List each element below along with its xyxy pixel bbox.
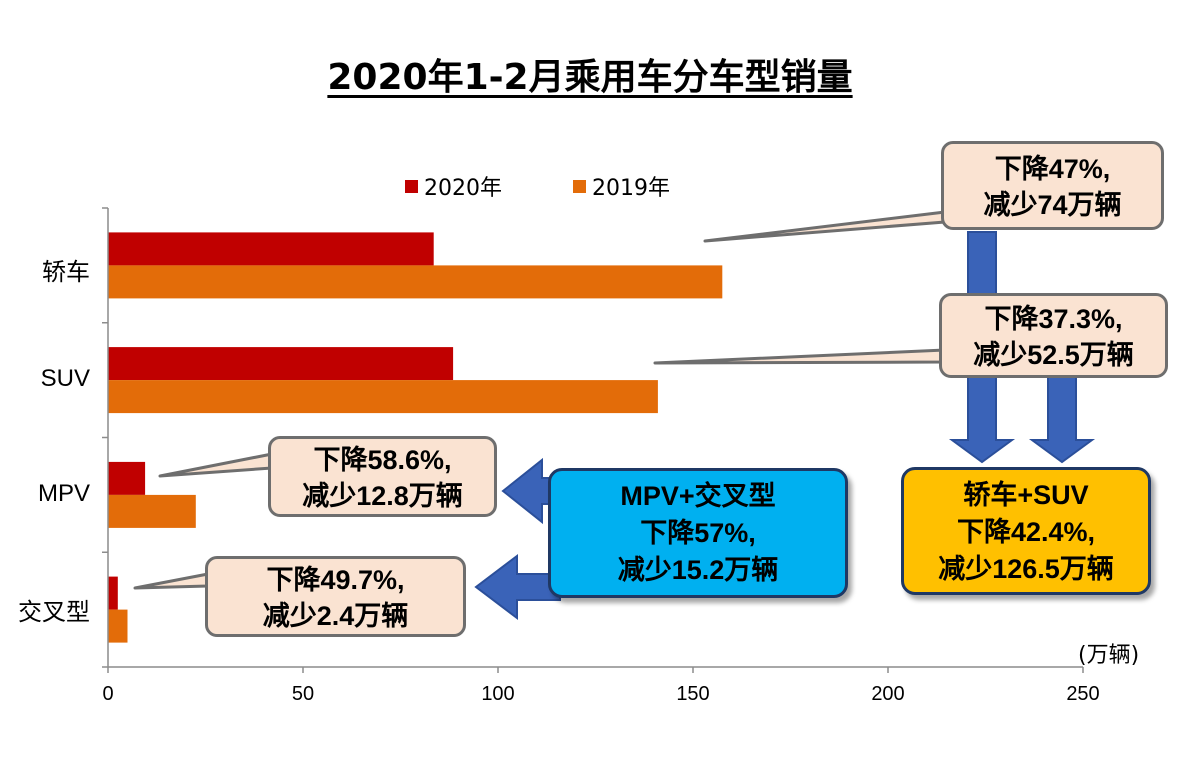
bar-crossover-2020 <box>108 576 118 610</box>
legend-item-2019: 2019年 <box>573 170 670 202</box>
mpv-callout-tail <box>158 452 274 478</box>
sedan-suv-summary-line1: 轿车+SUV <box>963 480 1089 510</box>
sedan-suv-summary-box: 轿车+SUV 下降42.4%, 减少126.5万辆 <box>901 467 1151 595</box>
sedan-callout-line1: 下降47%, <box>994 154 1111 184</box>
crossover-callout-line2: 减少2.4万辆 <box>262 601 409 631</box>
suv-callout-tail <box>653 348 947 365</box>
plot-area <box>102 207 1084 673</box>
crossover-callout-line1: 下降49.7%, <box>266 565 405 595</box>
chart-title-text: 2020年1-2月乘用车分车型销量 <box>327 57 853 98</box>
x-tick-label-150: 150 <box>676 683 710 705</box>
suv-callout-line2: 减少52.5万辆 <box>973 340 1134 370</box>
bar-suv-2019 <box>108 380 658 414</box>
sedan-callout-tail <box>703 210 947 243</box>
mpv-crossover-summary-box: MPV+交叉型 下降57%, 减少15.2万辆 <box>548 468 848 598</box>
x-tick-label-100: 100 <box>481 683 515 705</box>
legend-item-2020: 2020年 <box>405 170 502 202</box>
crossover-callout: 下降49.7%, 减少2.4万辆 <box>205 556 466 637</box>
sedan-callout: 下降47%, 减少74万辆 <box>941 141 1164 230</box>
x-tick-label-200: 200 <box>871 683 905 705</box>
category-label-crossover: 交叉型 <box>18 598 90 626</box>
left-arrow-crossover <box>474 553 561 621</box>
legend-label-2020: 2020年 <box>424 176 502 201</box>
legend-swatch-2020 <box>405 179 418 193</box>
sedan-suv-summary-line2: 下降42.4%, <box>956 517 1096 547</box>
bar-crossover-2019 <box>108 609 128 643</box>
x-tick-label-250: 250 <box>1066 683 1100 705</box>
legend-label-2019: 2019年 <box>592 176 670 201</box>
sedan-callout-line2: 减少74万辆 <box>983 190 1122 220</box>
down-arrow-suv <box>1028 374 1096 464</box>
crossover-callout-tail <box>133 572 210 590</box>
bar-mpv-2019 <box>108 494 196 528</box>
chart-title: 2020年1-2月乘用车分车型销量 <box>0 48 1180 100</box>
bar-sedan-2019 <box>108 265 723 299</box>
bar-mpv-2020 <box>108 461 146 495</box>
category-label-suv: SUV <box>40 365 90 392</box>
mpv-crossover-summary-line2: 下降57%, <box>640 518 756 548</box>
mpv-crossover-summary-line3: 减少15.2万辆 <box>617 555 779 585</box>
category-label-mpv: MPV <box>37 480 90 507</box>
suv-callout-line1: 下降37.3%, <box>984 304 1123 334</box>
bar-suv-2020 <box>108 347 454 381</box>
x-tick-label-50: 50 <box>291 683 315 705</box>
sedan-suv-summary-line3: 减少126.5万辆 <box>938 554 1114 584</box>
legend-swatch-2019 <box>573 179 586 193</box>
category-label-sedan: 轿车 <box>42 258 90 286</box>
bar-sedan-2020 <box>108 232 434 266</box>
mpv-crossover-summary-line1: MPV+交叉型 <box>620 481 776 511</box>
mpv-callout: 下降58.6%, 减少12.8万辆 <box>268 436 497 517</box>
suv-callout: 下降37.3%, 减少52.5万辆 <box>939 293 1168 378</box>
mpv-callout-line2: 减少12.8万辆 <box>302 481 463 511</box>
unit-label: (万辆) <box>1078 643 1140 668</box>
x-tick-label-0: 0 <box>102 683 114 705</box>
mpv-callout-line1: 下降58.6%, <box>313 445 452 475</box>
